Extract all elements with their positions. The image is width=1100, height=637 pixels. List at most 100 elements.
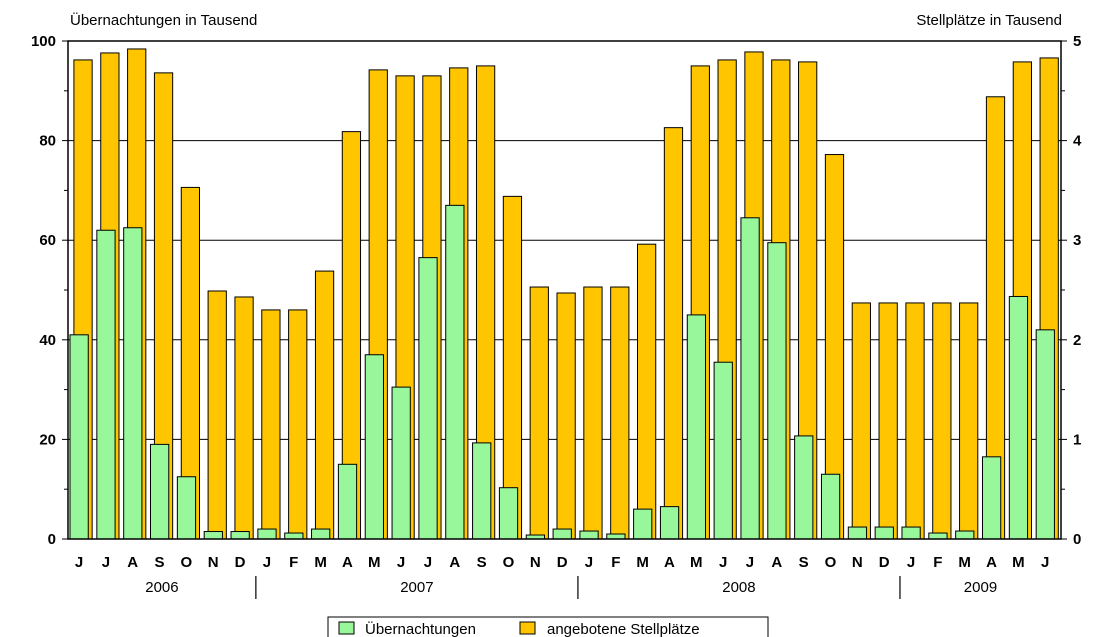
bar-uebernachtungen (659, 506, 680, 540)
bar-uebernachtungen (820, 473, 841, 540)
month-label: A (986, 554, 997, 571)
month-label: J (719, 554, 727, 571)
bar-stellplaetze (851, 302, 871, 540)
year-label: 2006 (145, 579, 178, 596)
left-tick-label: 60 (39, 232, 56, 249)
month-label: F (289, 554, 298, 571)
legend-swatch-stellplaetze (519, 621, 536, 635)
month-label: D (235, 554, 246, 571)
bar-stellplaetze (314, 270, 335, 540)
month-label: O (181, 554, 193, 571)
month-label: M (368, 554, 381, 571)
month-label: N (530, 554, 541, 571)
left-axis-tick-labels: 0 20 40 60 80 100 (31, 33, 56, 548)
month-label: D (557, 554, 568, 571)
month-label: M (1012, 554, 1025, 571)
legend-swatch-uebernachtungen (338, 621, 355, 635)
month-label: O (825, 554, 837, 571)
month-label: J (746, 554, 754, 571)
month-label: J (263, 554, 271, 571)
month-label: D (879, 554, 890, 571)
month-label: J (102, 554, 110, 571)
bar-stellplaetze (234, 296, 254, 540)
bar-uebernachtungen (928, 532, 948, 540)
bar-uebernachtungen (176, 476, 197, 540)
month-label: S (155, 554, 165, 571)
bar-uebernachtungen (686, 314, 707, 540)
bar-uebernachtungen (1008, 295, 1029, 540)
bar-uebernachtungen (311, 528, 331, 540)
bar-uebernachtungen (391, 386, 411, 540)
right-tick-label: 5 (1073, 33, 1081, 50)
month-label: J (424, 554, 432, 571)
bar-uebernachtungen (847, 526, 868, 540)
bar-uebernachtungen (337, 463, 358, 540)
month-label: J (397, 554, 405, 571)
bar-stellplaetze (878, 302, 898, 540)
bar-uebernachtungen (955, 530, 975, 540)
left-tick-label: 80 (39, 133, 56, 150)
bar-stellplaetze (905, 302, 925, 540)
left-tick-label: 0 (48, 531, 56, 548)
bar-uebernachtungen (445, 204, 465, 540)
right-tick-label: 2 (1073, 332, 1081, 349)
bar-uebernachtungen (498, 487, 519, 540)
left-axis-title: Übernachtungen in Tausend (70, 11, 257, 29)
month-label: A (127, 554, 138, 571)
axis-ticks (62, 40, 1067, 540)
bar-uebernachtungen (579, 530, 599, 540)
bar-uebernachtungen (364, 354, 384, 540)
bar-stellplaetze (663, 127, 684, 540)
bar-stellplaetze (932, 302, 952, 540)
left-tick-label: 20 (39, 431, 56, 448)
month-label: A (342, 554, 353, 571)
bar-uebernachtungen (284, 532, 304, 540)
bar-uebernachtungen (794, 435, 814, 540)
month-label: A (449, 554, 460, 571)
month-label: N (208, 554, 219, 571)
month-label: S (799, 554, 809, 571)
month-label: F (611, 554, 620, 571)
bar-uebernachtungen (767, 242, 787, 540)
right-axis-title: Stellplätze in Tausend (916, 12, 1062, 29)
month-label: M (636, 554, 649, 571)
month-label: J (907, 554, 915, 571)
year-labels: 2006 2007 2008 2009 (145, 576, 997, 599)
legend-frame (327, 616, 769, 637)
bar-uebernachtungen (69, 334, 89, 540)
bar-stellplaetze (610, 286, 630, 540)
month-label: M (690, 554, 703, 571)
month-label: O (503, 554, 515, 571)
right-tick-label: 0 (1073, 531, 1081, 548)
bar-uebernachtungen (257, 528, 277, 540)
legend: Übernachtungen angebotene Stellplätze (327, 616, 769, 637)
bar-stellplaetze (583, 286, 603, 540)
bars (69, 48, 1059, 540)
month-label: F (933, 554, 942, 571)
bar-uebernachtungen (633, 508, 653, 540)
month-label: J (585, 554, 593, 571)
bar-uebernachtungen (740, 217, 760, 540)
bar-uebernachtungen (203, 531, 223, 540)
bar-uebernachtungen (123, 227, 143, 540)
month-label: A (771, 554, 782, 571)
bar-stellplaetze (529, 286, 549, 540)
bar-uebernachtungen (418, 257, 438, 540)
month-label: J (75, 554, 83, 571)
bar-uebernachtungen (713, 361, 733, 540)
bar-uebernachtungen (96, 229, 116, 540)
month-label: M (314, 554, 327, 571)
legend-label-uebernachtungen: Übernachtungen (365, 620, 476, 637)
month-label: J (1041, 554, 1049, 571)
bar-uebernachtungen (981, 456, 1002, 540)
left-tick-label: 40 (39, 332, 56, 349)
bar-uebernachtungen (1035, 329, 1055, 540)
bar-stellplaetze (636, 243, 657, 540)
right-tick-label: 4 (1073, 133, 1082, 150)
legend-label-stellplaetze: angebotene Stellplätze (547, 621, 700, 637)
bar-uebernachtungen (901, 526, 921, 540)
year-label: 2009 (964, 579, 997, 596)
left-tick-label: 100 (31, 33, 56, 50)
